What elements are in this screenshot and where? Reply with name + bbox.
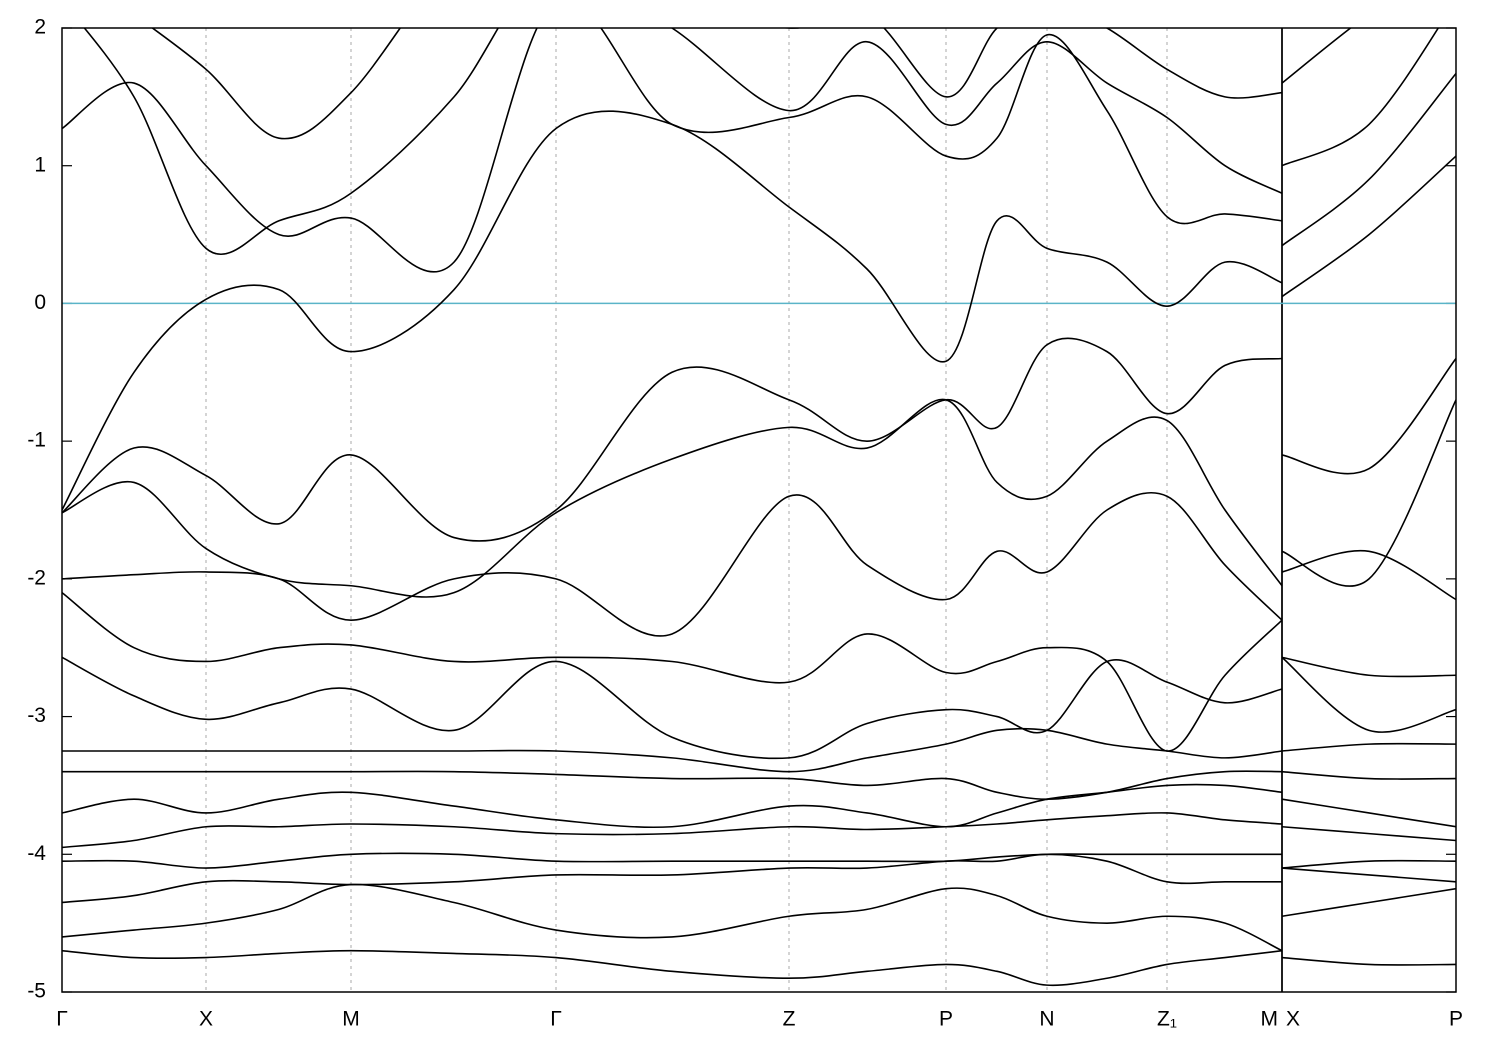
y-tick-label: -3 [27,704,46,727]
band [62,783,1283,829]
band [1281,770,1456,780]
band [1281,549,1456,601]
band [1281,742,1456,752]
y-tick-label: -1 [27,429,46,452]
x-tick-label: M [342,1008,360,1031]
y-tick-label: 0 [34,291,46,314]
band [62,852,1282,869]
y-tick-label: -2 [27,566,46,589]
band [1281,798,1456,828]
band [1281,867,1456,883]
band [1281,656,1456,678]
x-tick-label: Z [783,1008,796,1031]
x-tick-label: N [1039,1008,1054,1031]
band [62,398,1283,598]
plot-frame [61,27,1457,993]
band [1281,859,1456,869]
x-tick-label: Z₁ [1157,1008,1177,1031]
band [62,492,1283,637]
band [62,110,1283,511]
band [1281,956,1456,966]
y-tick-label: -4 [27,842,46,865]
band [62,853,1282,904]
x-tick-label: M [1261,1008,1279,1031]
x-tick-label: P [1449,1008,1463,1031]
band [1281,72,1456,247]
band [62,727,1283,773]
band [83,28,1283,256]
y-tick-label: 2 [34,16,46,39]
x-tick-label: P [939,1008,953,1031]
band [1281,358,1456,475]
x-tick-label: Γ [550,1008,562,1031]
y-tick-label: -5 [27,980,46,1003]
band [62,28,1283,273]
band [1281,825,1456,842]
band [1281,399,1456,587]
band [62,883,1283,952]
band [1281,887,1456,918]
band [1281,656,1456,733]
band [1281,28,1440,167]
band [62,770,1283,801]
x-tick-label: X [199,1008,213,1031]
band [1281,28,1352,84]
y-tick-label: 1 [34,153,46,176]
band [151,28,1283,140]
band [62,949,1283,987]
band [1281,155,1456,298]
x-tick-label: Γ [56,1008,68,1031]
band [62,337,1283,542]
band [62,812,1283,849]
bands [62,28,1456,987]
x-tick-label: X [1286,1008,1300,1031]
grid [62,27,1456,993]
band [62,591,1283,752]
